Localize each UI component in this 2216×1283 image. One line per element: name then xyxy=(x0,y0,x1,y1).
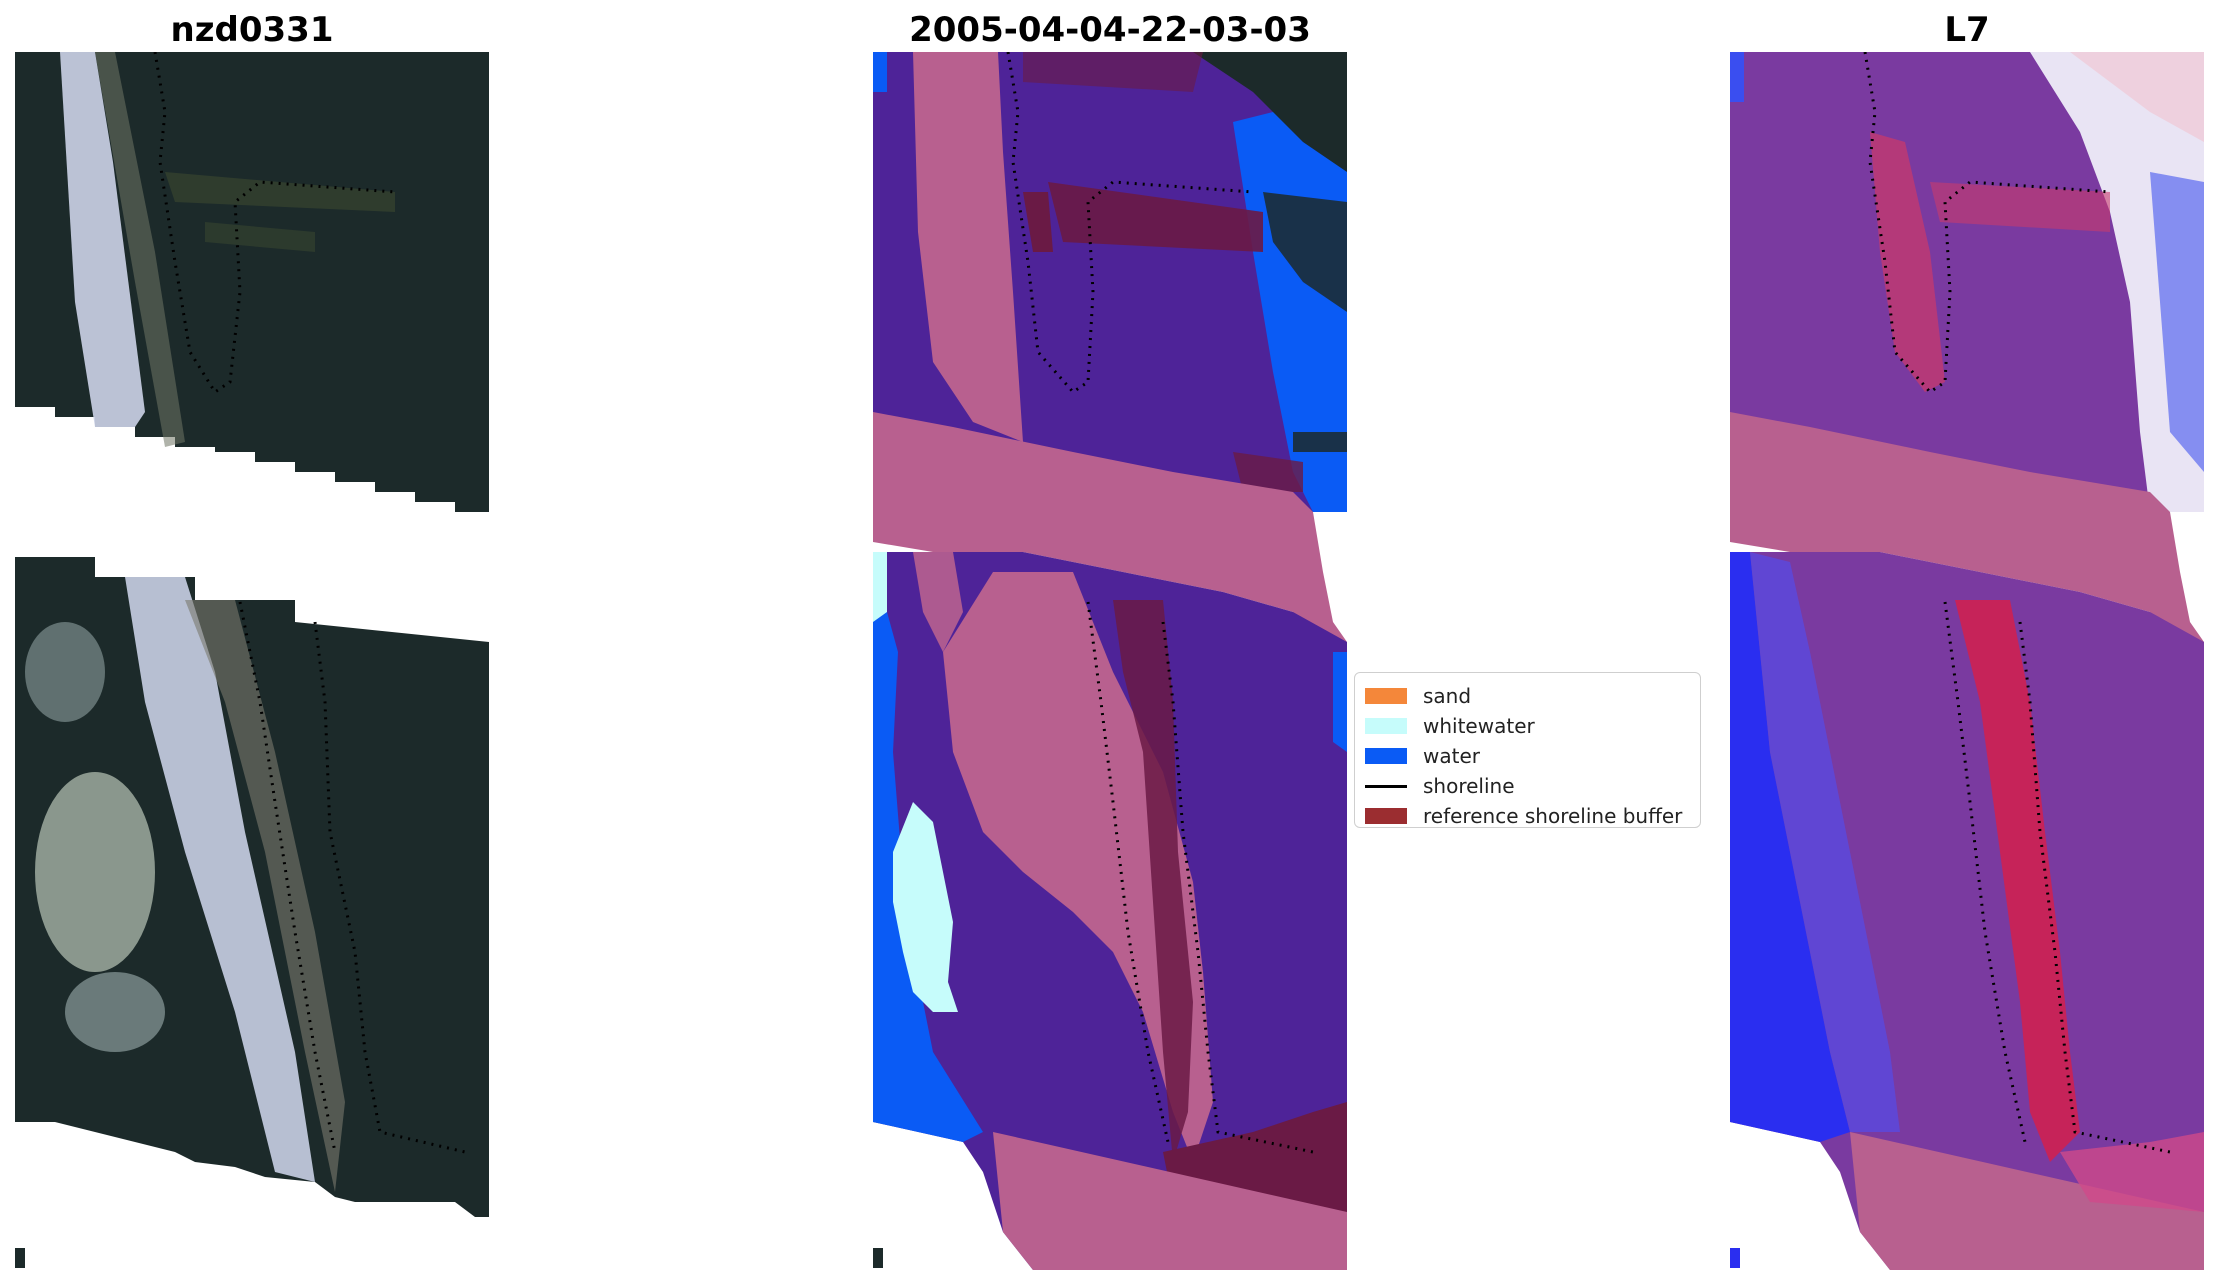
legend-item-whitewater: whitewater xyxy=(1365,711,1690,741)
shoreline-line-icon xyxy=(1365,784,1407,788)
classified-buffer-band xyxy=(873,412,1347,712)
water-swatch xyxy=(1365,748,1407,764)
legend-item-reference-buffer: reference shoreline buffer xyxy=(1365,801,1690,831)
index-corner-marker xyxy=(1730,1248,1740,1268)
legend-item-water: water xyxy=(1365,741,1690,771)
legend-label-sand: sand xyxy=(1423,684,1472,708)
legend-label-reference-buffer: reference shoreline buffer xyxy=(1423,804,1683,828)
index-image-panel xyxy=(1730,52,2204,1270)
rgb-corner-marker xyxy=(15,1248,25,1268)
rgb-bottom-tile xyxy=(15,557,489,1217)
legend-label-shoreline: shoreline xyxy=(1423,774,1515,798)
whitewater-swatch xyxy=(1365,718,1407,734)
panel-title-index: L7 xyxy=(1944,10,1990,50)
reference-buffer-swatch xyxy=(1365,808,1407,824)
sand-swatch xyxy=(1365,688,1407,704)
legend: sand whitewater water shoreline referenc… xyxy=(1354,672,1701,828)
rgb-image-panel xyxy=(15,52,489,1270)
index-bottom-tile xyxy=(1730,552,2204,1270)
classified-corner-marker xyxy=(873,1248,883,1268)
panel-title-classified: 2005-04-04-22-03-03 xyxy=(909,10,1311,50)
index-buffer-band xyxy=(1730,412,2204,712)
legend-label-whitewater: whitewater xyxy=(1423,714,1535,738)
legend-item-sand: sand xyxy=(1365,681,1690,711)
classified-bottom-tile xyxy=(873,552,1347,1270)
legend-item-shoreline: shoreline xyxy=(1365,771,1690,801)
classified-top-tile xyxy=(873,52,1347,512)
classified-image-panel xyxy=(873,52,1347,1270)
panel-title-rgb: nzd0331 xyxy=(170,10,334,50)
legend-label-water: water xyxy=(1423,744,1480,768)
rgb-top-tile xyxy=(15,52,489,512)
